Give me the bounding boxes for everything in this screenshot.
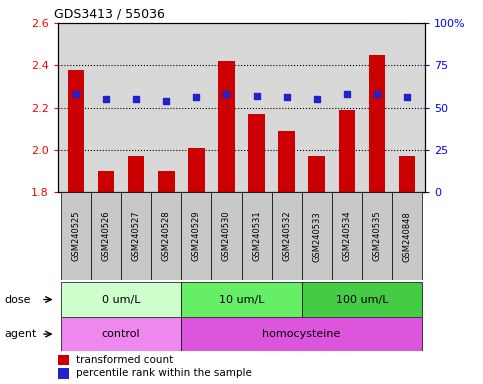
Text: GSM240526: GSM240526 — [101, 211, 111, 262]
Bar — [278, 131, 295, 192]
Text: percentile rank within the sample: percentile rank within the sample — [76, 368, 252, 379]
Point — [403, 94, 411, 101]
Bar — [121, 192, 151, 280]
Bar — [151, 192, 181, 280]
Bar — [332, 192, 362, 280]
Bar — [309, 156, 325, 192]
Text: transformed count: transformed count — [76, 355, 173, 365]
Bar — [158, 171, 174, 192]
Text: GSM240533: GSM240533 — [312, 211, 321, 262]
Point — [223, 91, 230, 97]
Bar — [61, 192, 91, 280]
Bar — [242, 192, 271, 280]
Bar — [68, 70, 85, 192]
Bar — [181, 192, 212, 280]
Text: control: control — [102, 329, 141, 339]
Bar — [302, 282, 422, 317]
Bar — [362, 192, 392, 280]
Bar — [181, 282, 302, 317]
Point — [102, 96, 110, 102]
Text: GSM240535: GSM240535 — [372, 211, 382, 262]
Bar — [339, 110, 355, 192]
Point — [283, 94, 290, 101]
Text: GSM240529: GSM240529 — [192, 211, 201, 262]
Text: GSM240532: GSM240532 — [282, 211, 291, 262]
Text: GSM240531: GSM240531 — [252, 211, 261, 262]
Bar — [61, 317, 181, 351]
Text: 0 um/L: 0 um/L — [102, 295, 141, 305]
Bar — [248, 114, 265, 192]
Text: GDS3413 / 55036: GDS3413 / 55036 — [54, 7, 165, 20]
Point — [132, 96, 140, 102]
Point — [193, 94, 200, 101]
Bar — [398, 156, 415, 192]
Bar — [61, 282, 181, 317]
Bar — [91, 192, 121, 280]
Bar — [271, 192, 302, 280]
Bar — [58, 355, 69, 366]
Bar — [181, 317, 422, 351]
Point — [253, 93, 260, 99]
Text: GSM240525: GSM240525 — [71, 211, 81, 262]
Point — [72, 91, 80, 97]
Point — [313, 96, 321, 102]
Bar — [302, 192, 332, 280]
Text: 10 um/L: 10 um/L — [219, 295, 264, 305]
Bar — [212, 192, 242, 280]
Text: GSM240527: GSM240527 — [132, 211, 141, 262]
Text: dose: dose — [5, 295, 31, 305]
Text: GSM240528: GSM240528 — [162, 211, 171, 262]
Text: GSM240530: GSM240530 — [222, 211, 231, 262]
Text: GSM240848: GSM240848 — [402, 211, 412, 262]
Bar — [128, 156, 144, 192]
Point — [343, 91, 351, 97]
Text: homocysteine: homocysteine — [262, 329, 341, 339]
Bar — [58, 368, 69, 379]
Bar — [369, 55, 385, 192]
Text: GSM240534: GSM240534 — [342, 211, 351, 262]
Point — [373, 91, 381, 97]
Text: 100 um/L: 100 um/L — [336, 295, 388, 305]
Bar — [392, 192, 422, 280]
Text: agent: agent — [5, 329, 37, 339]
Bar — [98, 171, 114, 192]
Bar — [188, 148, 205, 192]
Point — [162, 98, 170, 104]
Bar — [218, 61, 235, 192]
